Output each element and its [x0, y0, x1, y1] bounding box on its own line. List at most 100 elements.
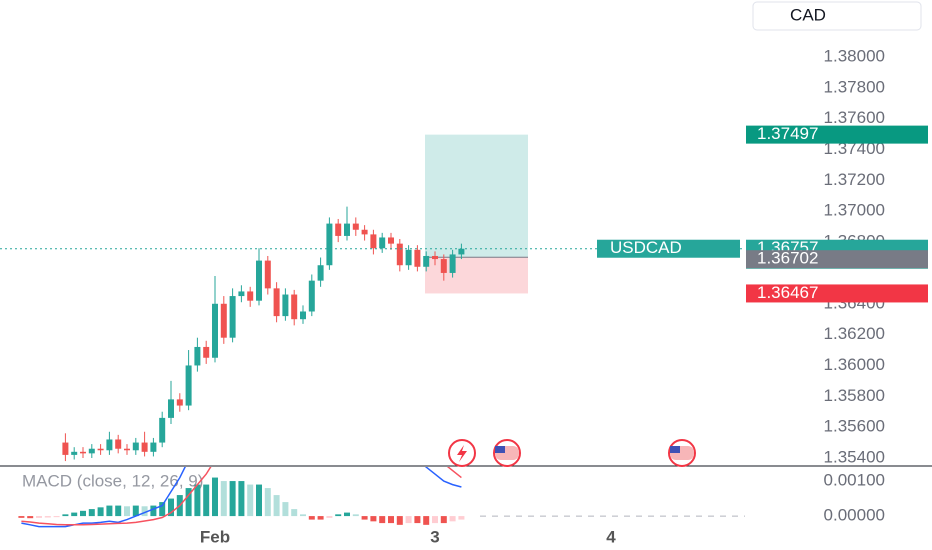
flag-icon [495, 446, 505, 453]
candle-body [440, 259, 447, 273]
candle-body [317, 265, 324, 281]
candle-body [300, 311, 306, 320]
histogram-bar [414, 516, 421, 524]
candle-body [282, 294, 289, 317]
candle-body [379, 237, 386, 249]
histogram-bar [370, 516, 377, 522]
candle-body [273, 288, 280, 317]
candle-body [414, 249, 421, 267]
histogram-bar [458, 516, 465, 520]
x-tick-label: 3 [430, 527, 439, 546]
y-tick-label: 1.35800 [824, 386, 885, 405]
histogram-bar [44, 516, 51, 518]
histogram-bar [440, 516, 447, 524]
candle-body [176, 399, 183, 406]
indicator-title: MACD (close, 12, 26, 9) [22, 471, 203, 490]
histogram-bar [97, 507, 104, 517]
candle-body [88, 448, 95, 454]
candle-body [361, 229, 368, 235]
entry-price-label: 1.36702 [757, 249, 818, 268]
histogram-bar [27, 516, 34, 519]
candle-body [352, 223, 359, 230]
histogram-bar [317, 516, 324, 520]
currency-label[interactable]: CAD [790, 5, 826, 24]
y-tick-label: 1.36000 [824, 355, 885, 374]
macd-plot [18, 467, 465, 528]
candle-body [238, 291, 245, 297]
histogram-bar [18, 516, 25, 518]
x-tick-label: 4 [606, 527, 616, 546]
histogram-bar [36, 516, 42, 518]
currency-button-frame[interactable] [752, 1, 922, 31]
y-tick-label: 1.35400 [824, 447, 885, 466]
histogram-bar [449, 516, 456, 522]
currency-button[interactable]: CAD [752, 1, 922, 31]
symbol-label: USDCAD [610, 238, 682, 257]
candle-body [432, 255, 438, 260]
y-tick-label: 1.37400 [824, 139, 885, 158]
candle-body [220, 303, 227, 338]
candle-body [159, 417, 166, 443]
candle-body [370, 234, 377, 249]
histogram-bar [396, 516, 403, 525]
candle-body [344, 223, 350, 236]
histogram-bar [229, 481, 236, 517]
candle-body [212, 303, 218, 358]
histogram-bar [150, 505, 157, 517]
y-tick-label: 0.00000 [824, 506, 885, 525]
stop-price-label-box [746, 284, 928, 303]
candle-body [150, 442, 157, 452]
candle-body [71, 451, 78, 455]
candle-body [132, 442, 139, 451]
histogram-bar [53, 516, 60, 518]
y-tick-label: 1.37200 [824, 170, 885, 189]
histogram-bar [168, 498, 174, 517]
candle-body [97, 448, 104, 451]
histogram-bar [132, 505, 139, 517]
candle-body [423, 255, 430, 267]
histogram-bar [185, 488, 192, 517]
candle-body [80, 451, 86, 454]
candle-body [106, 439, 113, 451]
histogram-bar [432, 516, 438, 524]
y-tick-label: 1.37000 [824, 201, 885, 220]
candle-body [405, 249, 412, 266]
candle-body [62, 442, 69, 455]
event-icons [448, 439, 696, 467]
symbol-label-box [597, 239, 740, 258]
y-tick-label: 1.37800 [824, 77, 885, 96]
histogram-bar [326, 516, 333, 518]
candle-body [458, 248, 465, 255]
candle-body [396, 243, 403, 266]
histogram-bar [405, 516, 412, 524]
histogram-bar [344, 512, 350, 517]
candle-body [291, 294, 298, 320]
stop-price-label: 1.36467 [757, 283, 818, 302]
histogram-bar [273, 495, 280, 517]
histogram-bar [115, 505, 122, 517]
histogram-bar [124, 506, 130, 517]
macd-line [21, 467, 462, 528]
candle-body [168, 399, 174, 418]
histogram-bar [256, 484, 262, 517]
histogram-bar [335, 514, 342, 517]
y-tick-label: 0.00100 [824, 471, 885, 490]
histogram-bar [379, 516, 386, 524]
y-tick-label: 1.38000 [824, 47, 885, 66]
histogram-bar [141, 506, 148, 517]
candle-body [388, 237, 394, 244]
histogram-bar [388, 516, 394, 524]
signal-line [21, 467, 462, 526]
lightning-icon [457, 445, 467, 462]
candle-body [194, 346, 201, 366]
histogram-bar [159, 502, 166, 517]
histogram-bar [62, 514, 69, 517]
target-price-label: 1.37497 [757, 124, 818, 143]
histogram-bar [264, 488, 271, 517]
histogram-bar [308, 516, 315, 520]
histogram-bar [352, 514, 359, 517]
histogram-bar [80, 510, 86, 517]
flag-icon [670, 446, 680, 453]
plot: 1.38000 1.37800 1.37600 1.37400 1.37200 1.370… [0, 47, 928, 546]
